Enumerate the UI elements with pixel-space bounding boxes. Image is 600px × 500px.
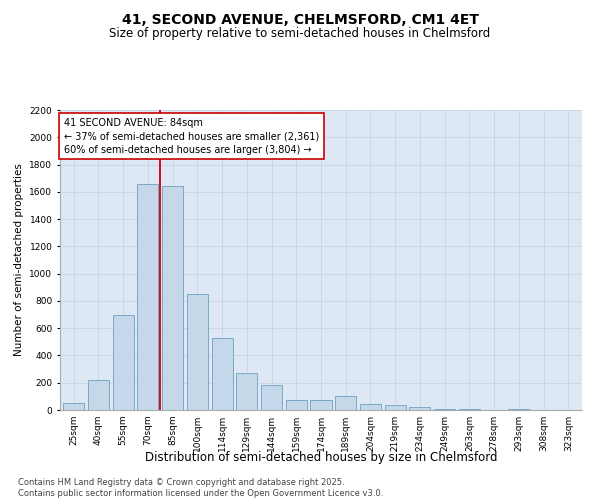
Bar: [360, 404, 381, 410]
Bar: [261, 386, 282, 410]
Text: 41, SECOND AVENUE, CHELMSFORD, CM1 4ET: 41, SECOND AVENUE, CHELMSFORD, CM1 4ET: [121, 12, 479, 26]
Bar: [286, 400, 307, 410]
Text: Size of property relative to semi-detached houses in Chelmsford: Size of property relative to semi-detach…: [109, 28, 491, 40]
Bar: [162, 186, 183, 410]
Bar: [212, 338, 233, 410]
Bar: [137, 184, 158, 410]
Text: 41 SECOND AVENUE: 84sqm
← 37% of semi-detached houses are smaller (2,361)
60% of: 41 SECOND AVENUE: 84sqm ← 37% of semi-de…: [64, 118, 319, 154]
Bar: [310, 400, 332, 410]
Bar: [385, 405, 406, 410]
Bar: [88, 380, 109, 410]
Bar: [508, 408, 529, 410]
Bar: [236, 373, 257, 410]
Text: Distribution of semi-detached houses by size in Chelmsford: Distribution of semi-detached houses by …: [145, 451, 497, 464]
Bar: [63, 403, 84, 410]
Bar: [187, 294, 208, 410]
Text: Contains HM Land Registry data © Crown copyright and database right 2025.
Contai: Contains HM Land Registry data © Crown c…: [18, 478, 383, 498]
Bar: [409, 408, 430, 410]
Bar: [113, 314, 134, 410]
Y-axis label: Number of semi-detached properties: Number of semi-detached properties: [14, 164, 24, 356]
Bar: [335, 396, 356, 410]
